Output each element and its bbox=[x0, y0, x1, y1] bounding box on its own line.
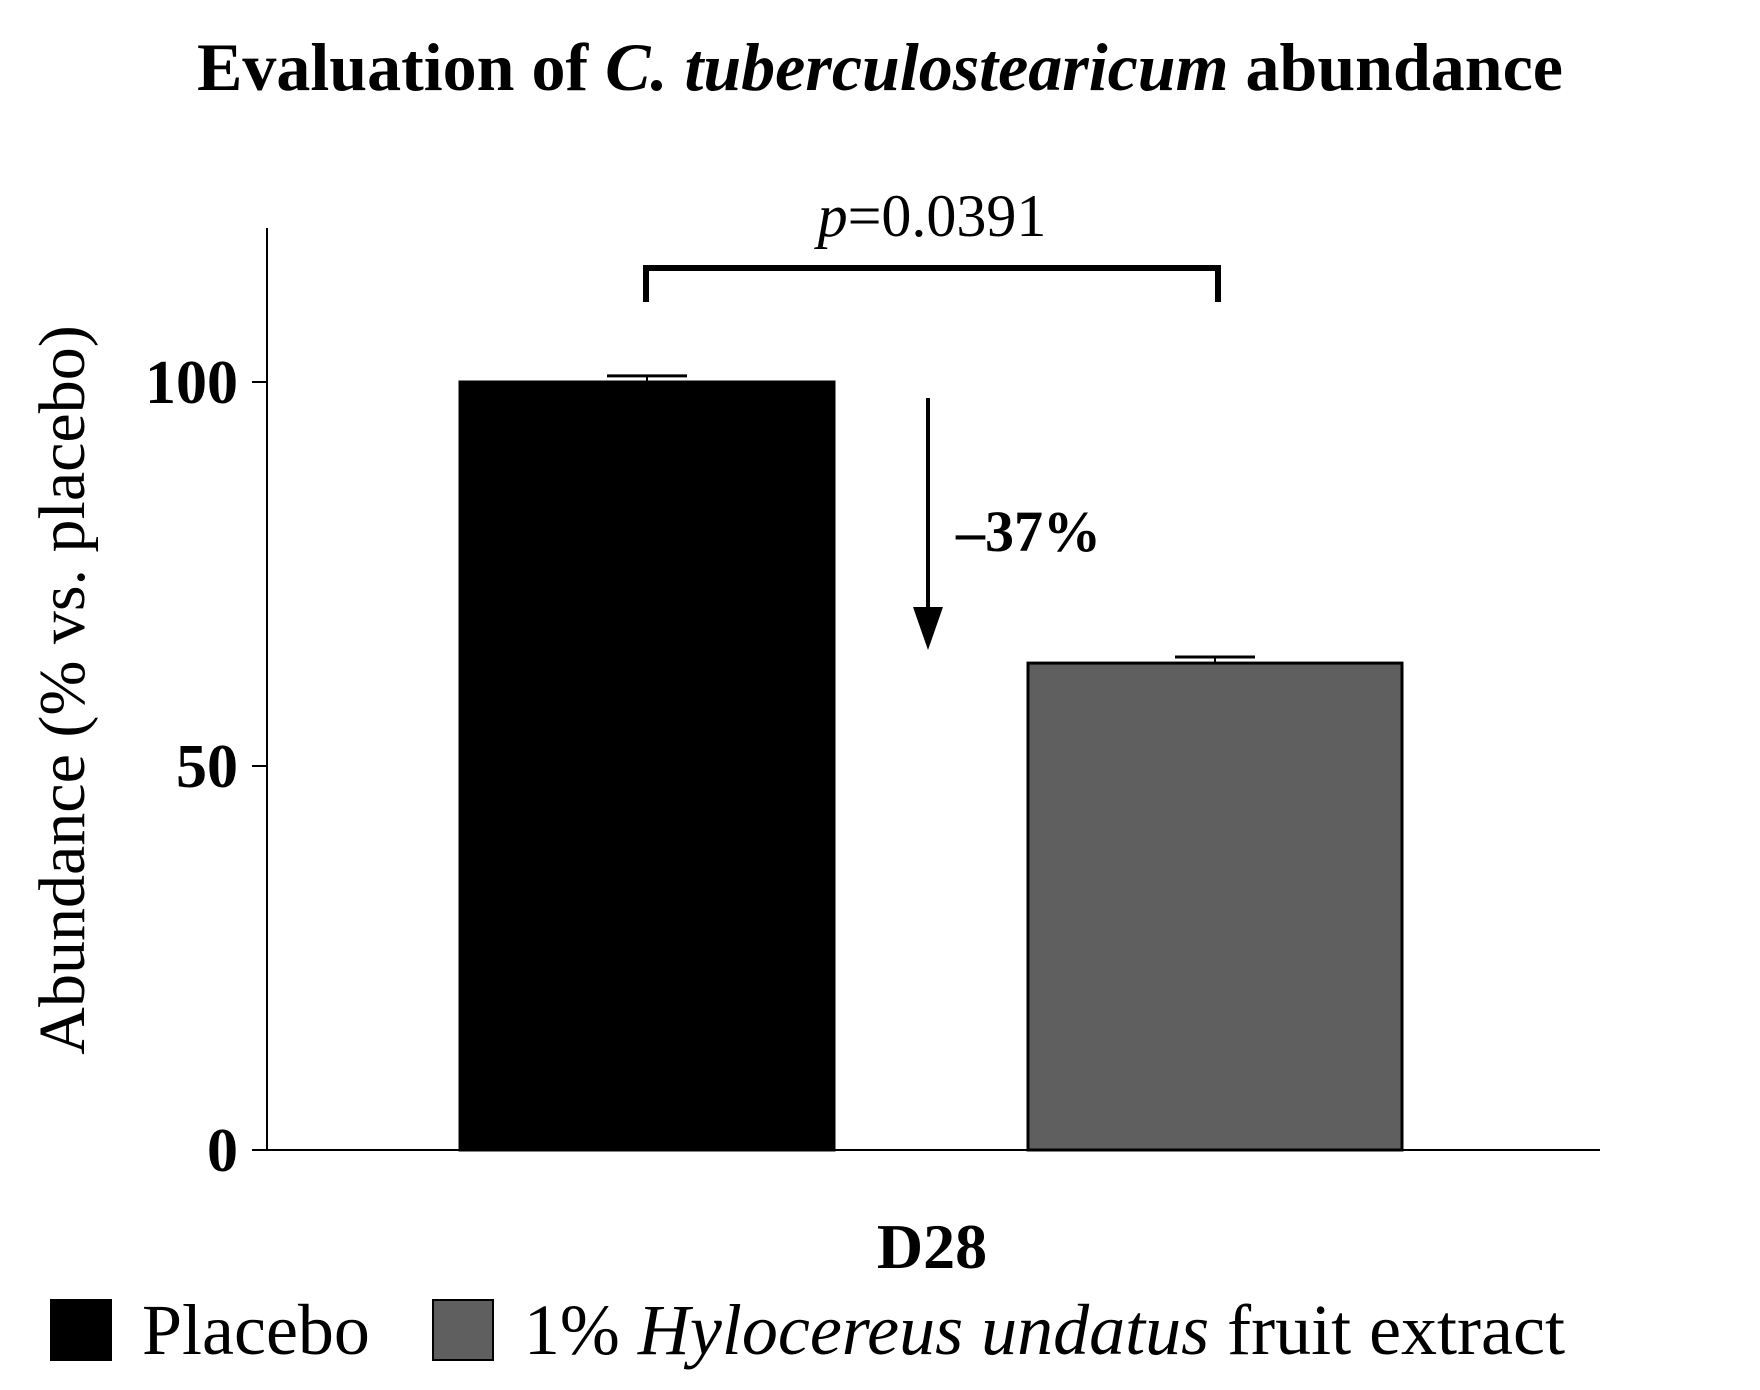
significance-bracket bbox=[643, 265, 1221, 302]
p-value-annotation: p=0.0391 bbox=[814, 183, 1047, 249]
legend-extract-pre: 1% bbox=[523, 1289, 638, 1370]
bar-chart: 0 50 100 Abundance (% vs. placebo) D28 p=0… bbox=[26, 183, 1600, 1280]
legend-label-extract: 1% Hylocereus undatus fruit extract bbox=[524, 1289, 1565, 1372]
bar-placebo bbox=[458, 380, 836, 1152]
legend-label-placebo: Placebo bbox=[142, 1289, 370, 1370]
y-ticks: 0 50 100 bbox=[145, 349, 267, 1185]
title-part3: abundance bbox=[1228, 29, 1563, 105]
y-axis-label: Abundance (% vs. placebo) bbox=[26, 325, 99, 1054]
legend: Placebo 1% Hylocereus undatus fruit extr… bbox=[50, 1290, 1565, 1370]
title-part1: Evaluation of bbox=[197, 29, 606, 105]
p-value: =0.0391 bbox=[848, 183, 1047, 249]
legend-item-extract: 1% Hylocereus undatus fruit extract bbox=[431, 1289, 1565, 1372]
y-tick-label: 100 bbox=[145, 349, 238, 417]
chart-title: Evaluation of C. tuberculostearicum abun… bbox=[0, 28, 1760, 107]
p-label: p bbox=[814, 183, 848, 249]
legend-item-placebo: Placebo bbox=[50, 1289, 370, 1372]
change-annotation: –37% bbox=[955, 499, 1101, 564]
legend-extract-post: fruit extract bbox=[1209, 1289, 1565, 1370]
bar-extract bbox=[1026, 661, 1404, 1152]
title-species: C. tuberculostearicum bbox=[605, 29, 1229, 105]
legend-swatch-placebo bbox=[50, 1299, 112, 1361]
x-axis-label: D28 bbox=[877, 1211, 987, 1280]
bars bbox=[458, 374, 1404, 1152]
decrease-arrow-head bbox=[913, 607, 943, 650]
legend-extract-species: Hylocereus undatus bbox=[637, 1289, 1210, 1370]
y-tick-label: 0 bbox=[207, 1117, 238, 1185]
y-tick-label: 50 bbox=[176, 733, 238, 801]
legend-swatch-extract bbox=[431, 1299, 494, 1361]
